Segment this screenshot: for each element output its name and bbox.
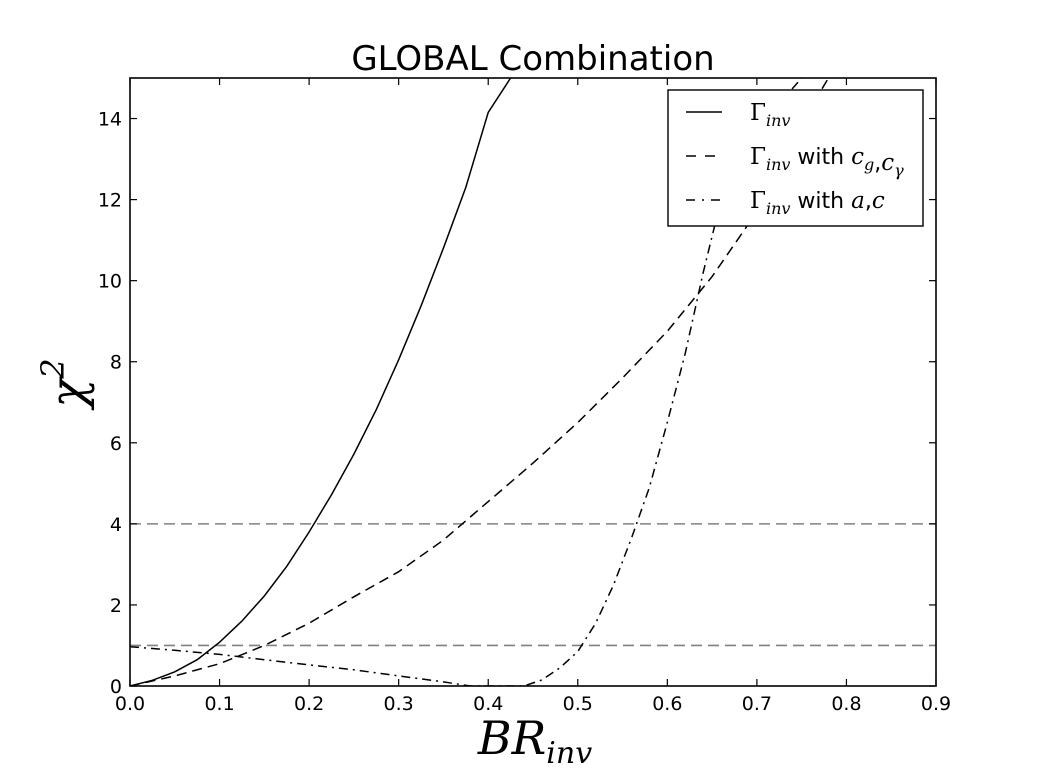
y-tick-label: 0 [110, 676, 122, 698]
x-tick-label: 0.7 [742, 693, 772, 715]
y-tick-label: 8 [110, 352, 122, 374]
series-line-1 [130, 78, 512, 686]
plot-frame [129, 77, 937, 687]
series-layer [130, 78, 830, 686]
y-axis-label: χ2 [34, 358, 96, 410]
y-tick-label: 10 [98, 271, 122, 293]
y-tick-label: 4 [110, 514, 122, 536]
y-tick-label: 6 [110, 433, 122, 455]
legend: Γinv Γinv with cg,cγ Γinv with a,c [667, 89, 924, 227]
x-tick-label: 0.2 [294, 693, 324, 715]
x-tick-label: 0.5 [563, 693, 593, 715]
x-axis-label-sub: inv [546, 736, 592, 771]
y-tick-label: 12 [98, 190, 122, 212]
x-tick-label: 0.4 [473, 693, 503, 715]
y-axis-label-base: χ [40, 376, 96, 411]
legend-label-3: Γinv with a,c [750, 188, 885, 218]
y-tick-label: 14 [98, 109, 122, 131]
x-axis-label-base: BR [477, 711, 546, 765]
x-axis-label: BRinv [477, 711, 592, 771]
legend-label-1: Γinv [750, 100, 790, 130]
legend-label-2: Γinv with cg,cγ [750, 144, 904, 180]
series-line-2 [130, 78, 830, 686]
x-tick-label: 0.0 [115, 693, 145, 715]
x-tick-label: 0.8 [831, 693, 861, 715]
x-tick-label: 0.3 [384, 693, 414, 715]
y-tick-label: 2 [110, 595, 122, 617]
y-axis-label-sup: 2 [34, 358, 72, 379]
x-tick-label: 0.6 [652, 693, 682, 715]
chart-title: GLOBAL Combination [351, 39, 714, 79]
axis-ticks: 0.0 0.1 0.2 0.3 0.4 0.5 0.6 0.7 0.8 0.9 0 2 4 6 8 10 12 1… [98, 78, 951, 715]
x-tick-label: 0.9 [921, 693, 951, 715]
x-tick-label: 0.1 [204, 693, 234, 715]
reference-lines [130, 523, 936, 647]
